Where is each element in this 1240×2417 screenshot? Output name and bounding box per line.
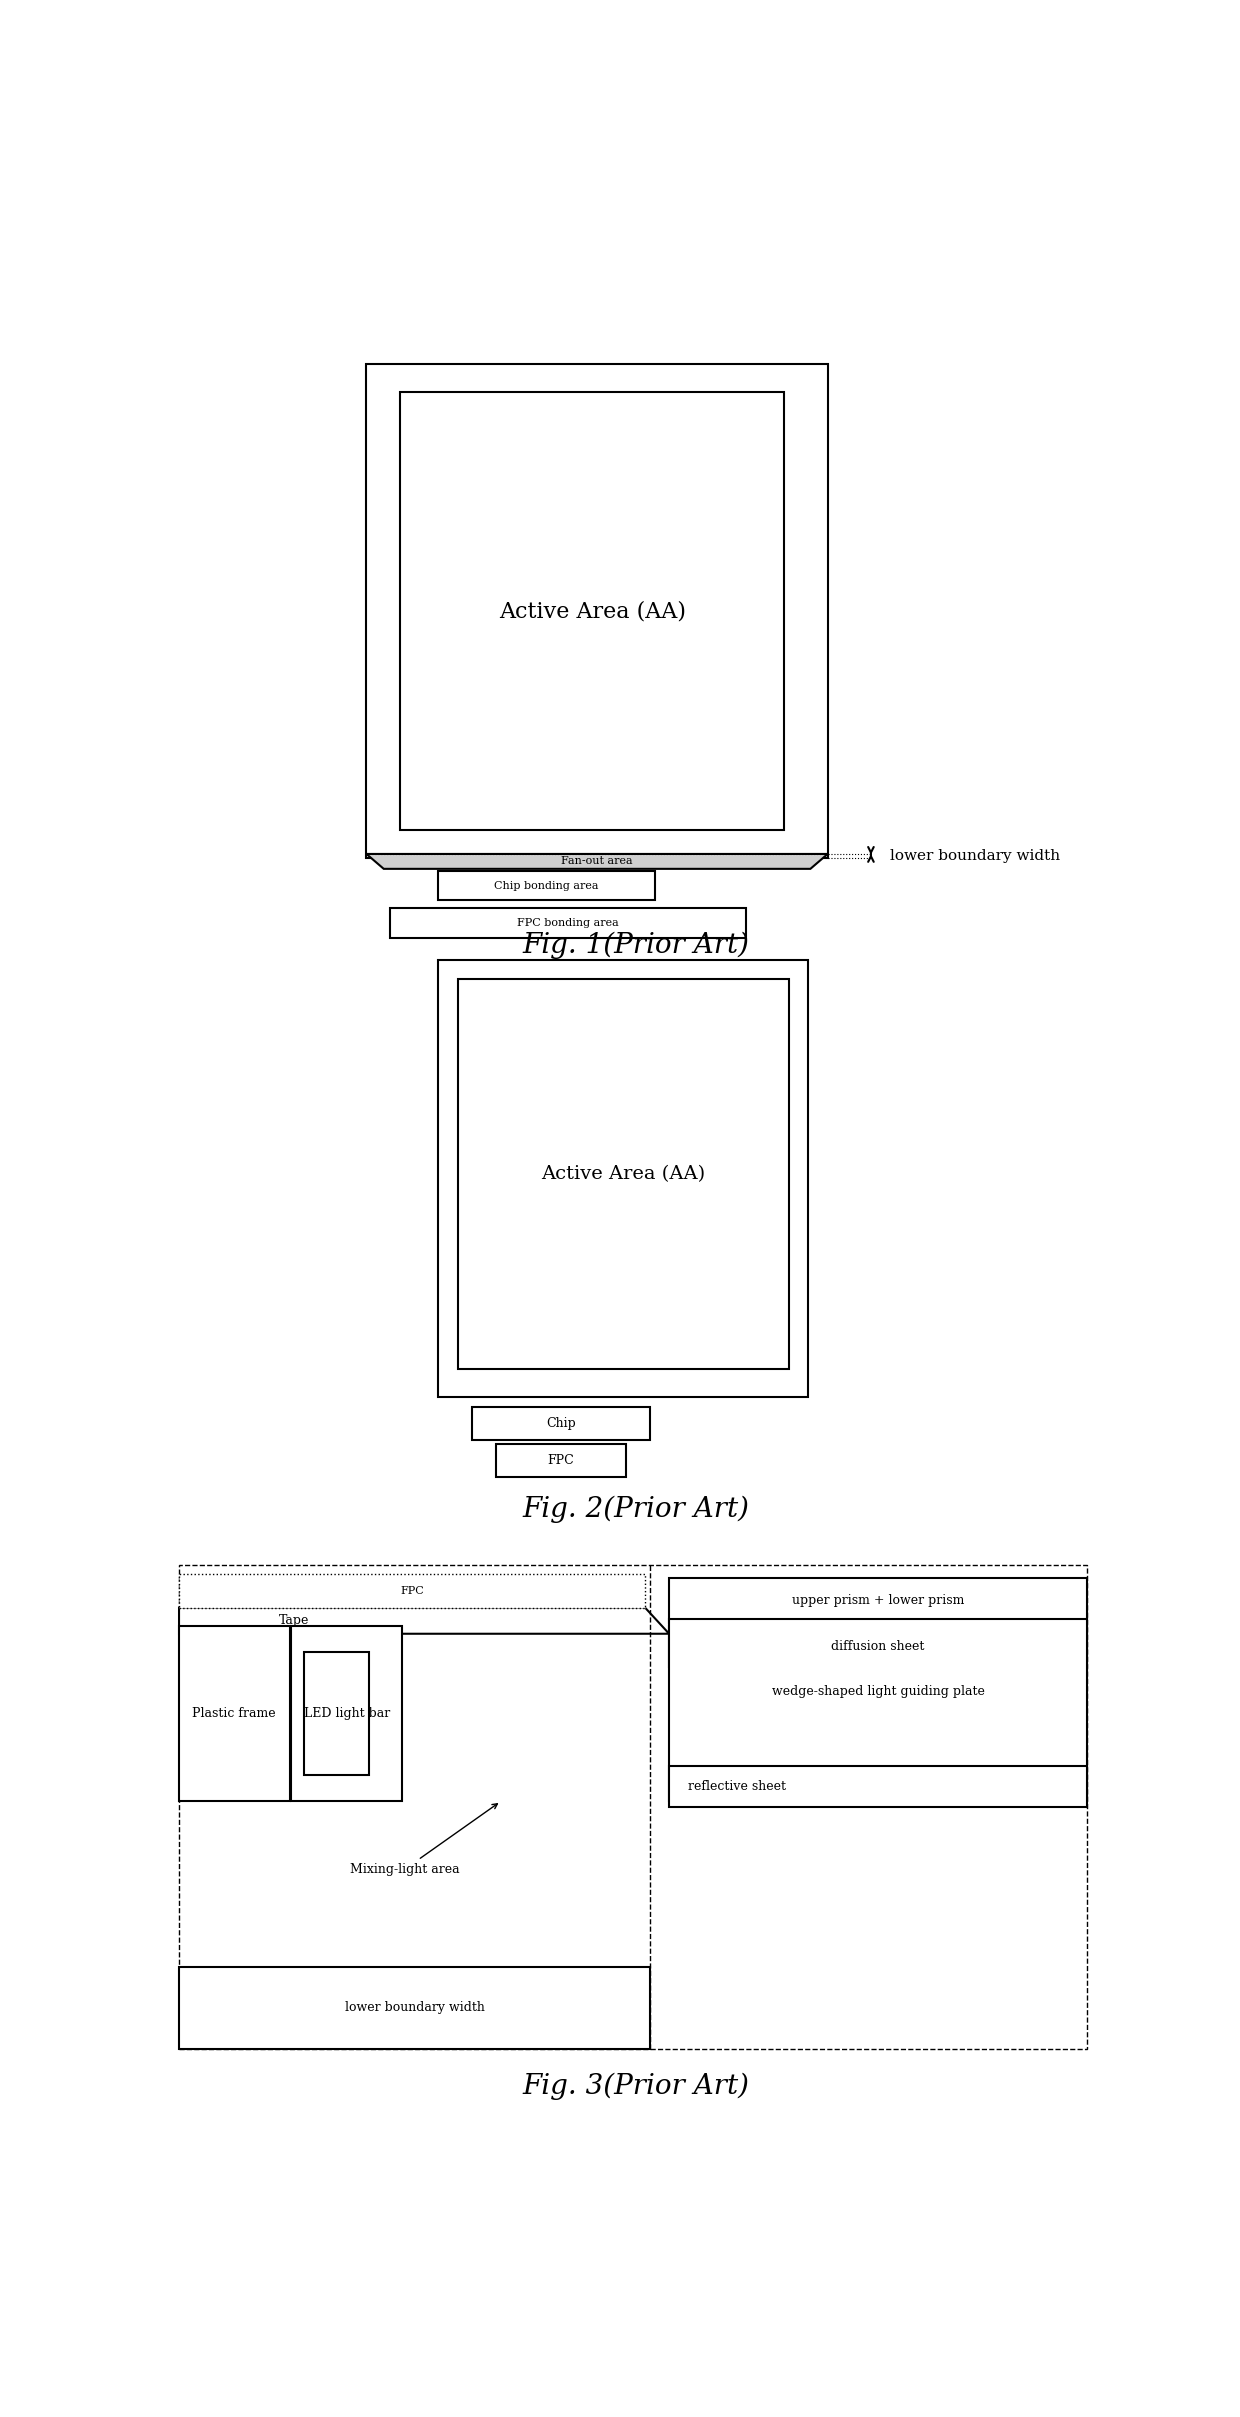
Text: Plastic frame: Plastic frame (192, 1706, 277, 1721)
Bar (179, 1573, 645, 1607)
Bar (179, 1564, 1087, 2050)
Bar (304, 1653, 370, 1774)
Bar (439, 960, 808, 1397)
Bar (439, 870, 655, 902)
Text: Fig. 1(Prior Art): Fig. 1(Prior Art) (522, 933, 749, 960)
Bar (391, 909, 746, 938)
Text: Active Area (AA): Active Area (AA) (498, 599, 686, 621)
Text: lower boundary width: lower boundary width (890, 848, 1060, 863)
Text: Mixing-light area: Mixing-light area (350, 1803, 497, 1876)
Text: Chip bonding area: Chip bonding area (495, 880, 599, 889)
Bar (670, 1578, 1087, 1622)
Text: lower boundary width: lower boundary width (345, 2001, 485, 2013)
Text: FPC: FPC (548, 1455, 574, 1467)
Text: upper prism + lower prism: upper prism + lower prism (792, 1593, 965, 1607)
Text: reflective sheet: reflective sheet (688, 1779, 786, 1793)
Bar (179, 1627, 290, 1801)
Bar (496, 1443, 626, 1477)
Bar (458, 979, 789, 1370)
Text: Fig. 2(Prior Art): Fig. 2(Prior Art) (522, 1496, 749, 1523)
Text: Tape: Tape (279, 1615, 310, 1627)
Polygon shape (179, 1607, 670, 1634)
Bar (670, 1767, 1087, 1808)
Text: wedge-shaped light guiding plate: wedge-shaped light guiding plate (771, 1685, 985, 1697)
Text: FPC bonding area: FPC bonding area (517, 918, 619, 928)
Bar (401, 392, 785, 829)
Text: diffusion sheet: diffusion sheet (832, 1641, 925, 1653)
Bar (291, 1627, 402, 1801)
Text: LED light bar: LED light bar (304, 1706, 389, 1721)
Bar (670, 1627, 1087, 1668)
Text: Active Area (AA): Active Area (AA) (542, 1165, 706, 1182)
Bar (472, 1407, 650, 1441)
Text: FPC: FPC (401, 1586, 424, 1595)
Text: Fig. 3(Prior Art): Fig. 3(Prior Art) (522, 2074, 749, 2100)
Bar (179, 1967, 650, 2050)
Bar (670, 1619, 1087, 1801)
Polygon shape (367, 853, 828, 868)
Text: Chip: Chip (546, 1416, 575, 1431)
Text: Fan-out area: Fan-out area (562, 856, 632, 865)
Bar (367, 365, 828, 858)
